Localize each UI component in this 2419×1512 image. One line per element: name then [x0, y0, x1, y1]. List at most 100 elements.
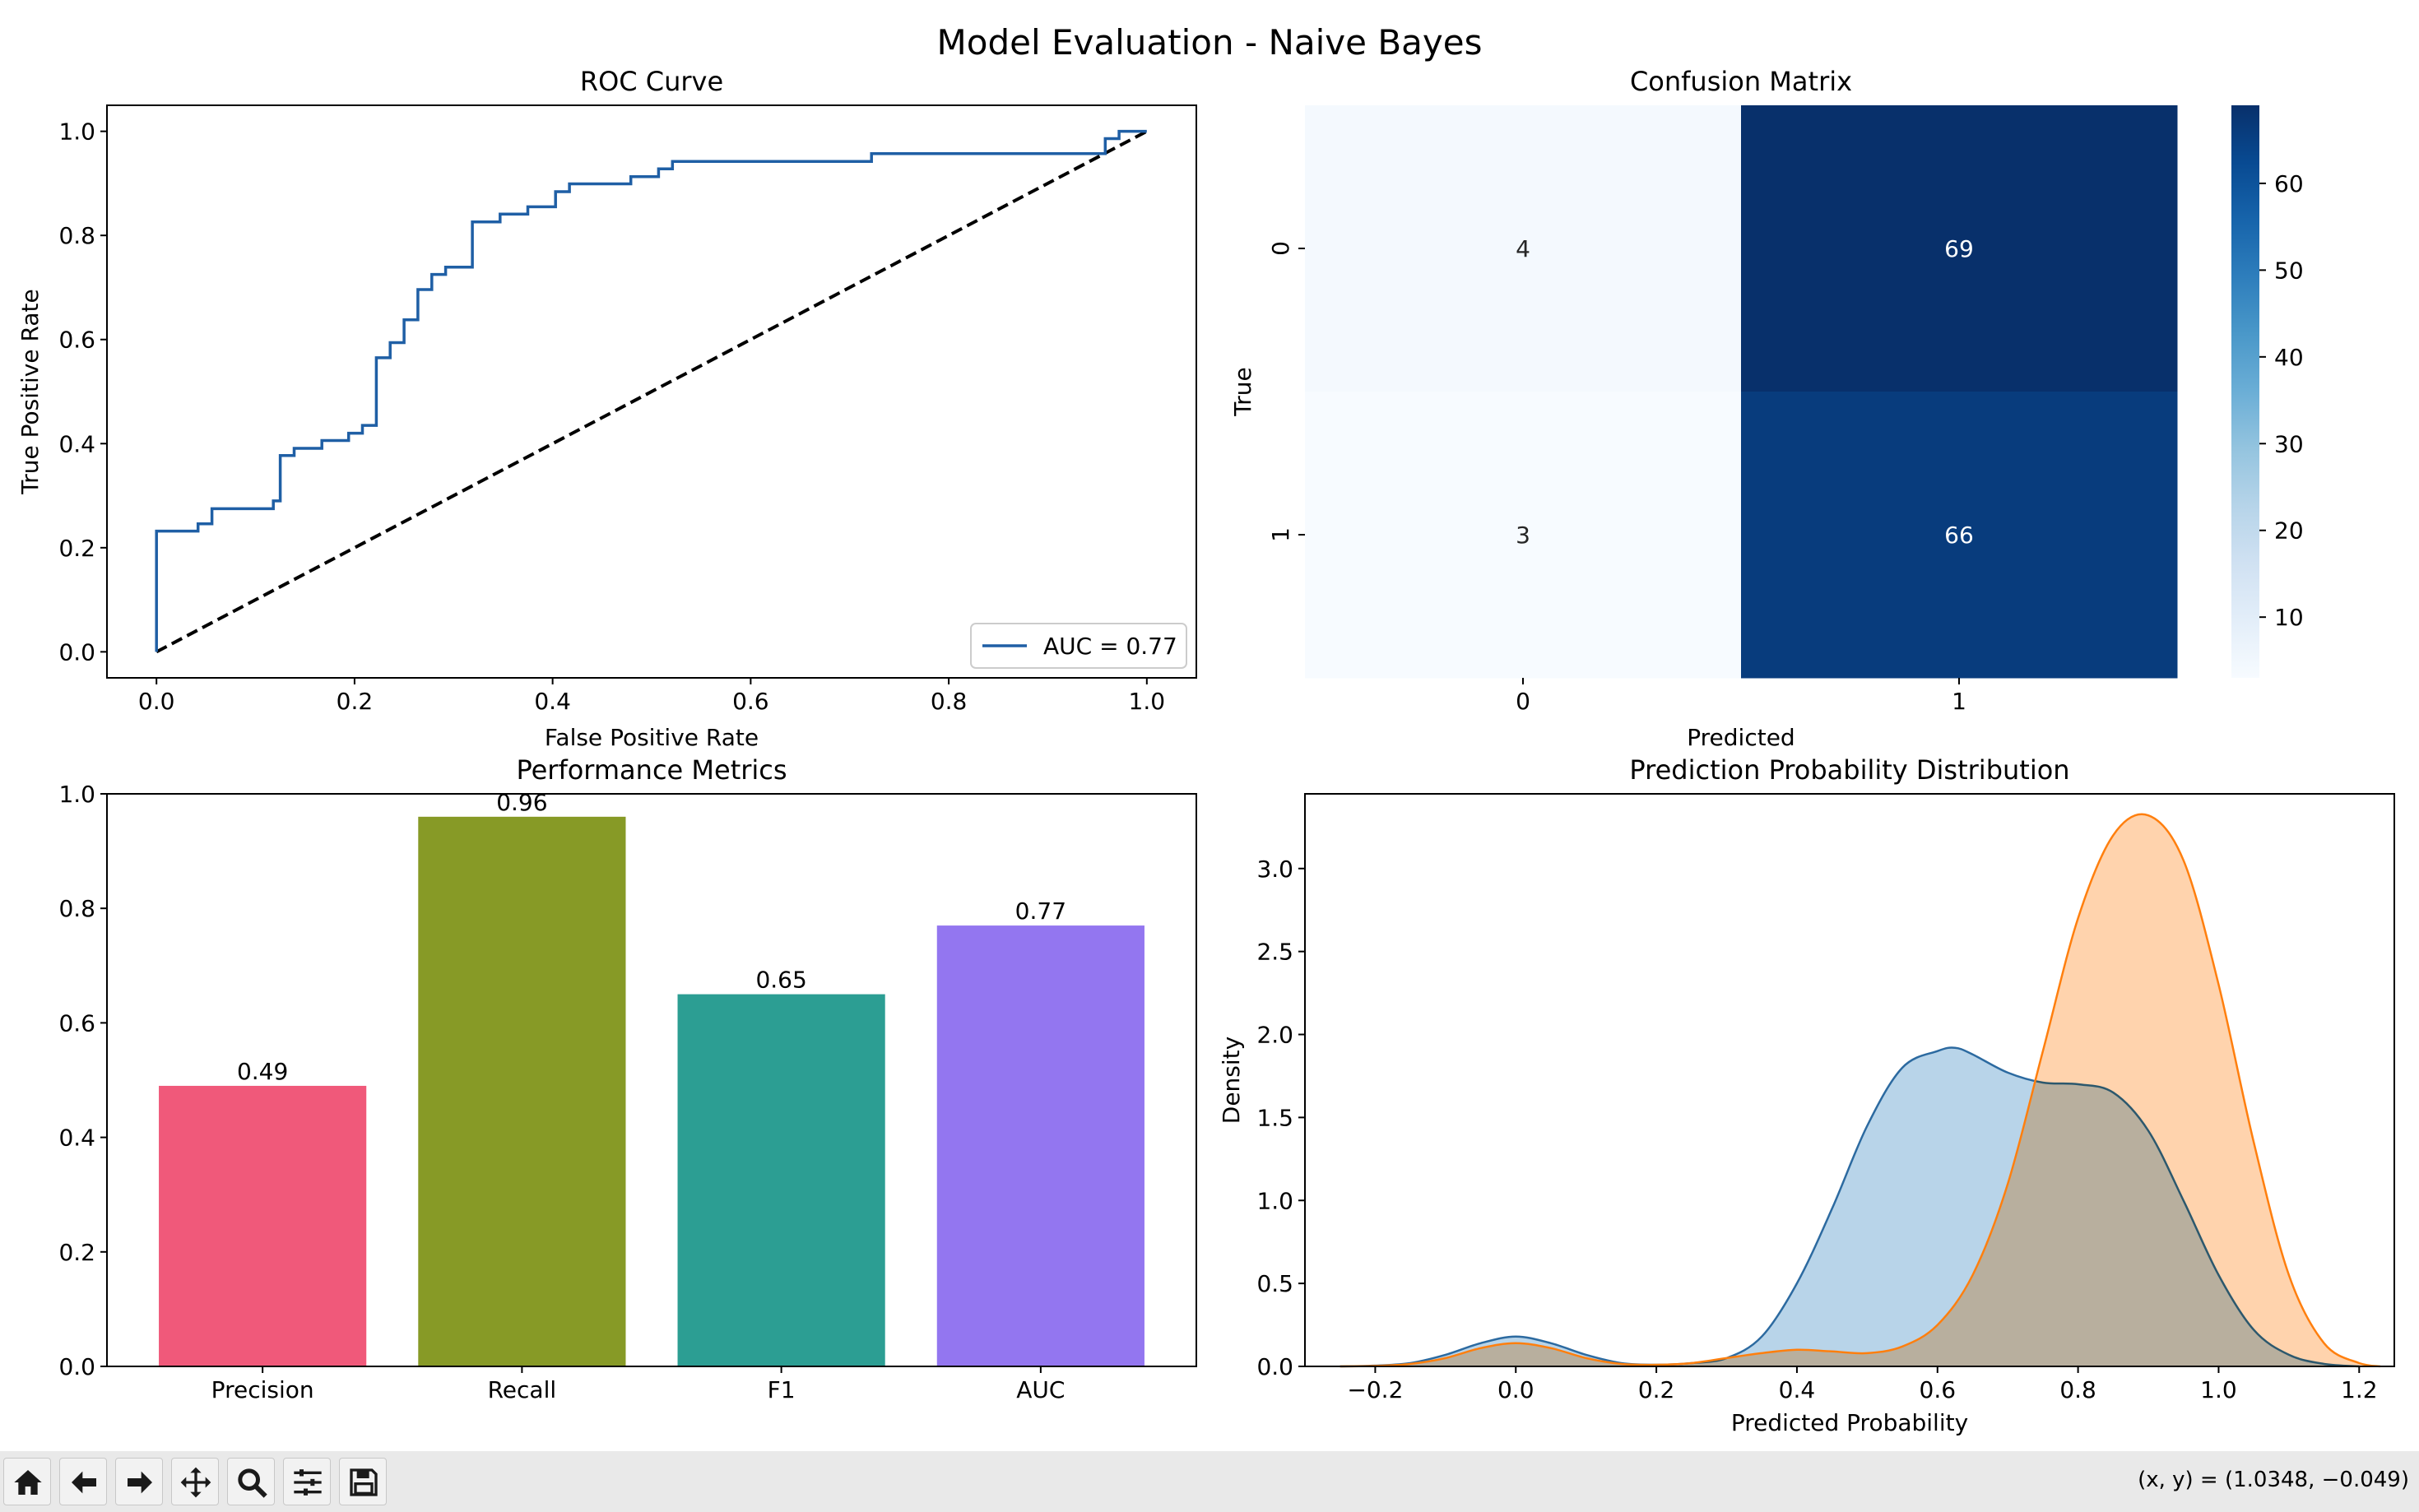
- roc-x-tick-label: 0.6: [732, 688, 769, 715]
- roc-y-tick-label: 0.6: [58, 327, 95, 354]
- save-button[interactable]: [339, 1458, 387, 1505]
- metric-category-label: AUC: [1016, 1376, 1065, 1403]
- roc-axes-frame: [106, 104, 1197, 679]
- zoom-button[interactable]: [227, 1458, 275, 1505]
- metric-bar-value-label: 0.77: [1015, 897, 1066, 925]
- roc-y-tick-label: 1.0: [58, 118, 95, 146]
- forward-button[interactable]: [115, 1458, 163, 1505]
- roc-x-tick-label: 0.0: [138, 688, 175, 715]
- metric-y-tick-label: 0.0: [58, 1353, 95, 1380]
- navigation-toolbar: (x, y) = (1.0348, −0.049): [0, 1451, 2419, 1512]
- confusion-matrix-cell: [1305, 105, 1742, 392]
- colorbar-tick-label: 60: [2274, 170, 2304, 197]
- colorbar: [2231, 105, 2259, 678]
- density-y-tick-label: 2.5: [1256, 939, 1293, 966]
- colorbar-tick-label: 20: [2274, 517, 2304, 545]
- roc-y-tick-label: 0.0: [58, 638, 95, 666]
- metric-y-tick-label: 0.6: [58, 1009, 95, 1037]
- density-y-tick-label: 3.0: [1256, 856, 1293, 883]
- confusion-matrix-cell-value: 4: [1516, 235, 1530, 262]
- roc-y-tick-label: 0.2: [58, 535, 95, 562]
- roc-x-axis-label: False Positive Rate: [545, 724, 759, 751]
- roc-series-line: [155, 129, 1147, 652]
- figure-canvas: Model Evaluation - Naive Bayes ROC Curve…: [16, 22, 2395, 1436]
- colorbar-tick-label: 50: [2274, 257, 2304, 284]
- probability-distribution-title: Prediction Probability Distribution: [1629, 754, 2069, 786]
- confusion-matrix-cell: [1741, 105, 2178, 392]
- roc-curve-panel: ROC Curve 0.0 0.2 0.4 0.6 0.8 1.0 0.0 0.2 0.4 0.6 0…: [16, 66, 1197, 751]
- confusion-matrix-cell: [1741, 392, 2178, 679]
- zoom-icon: [238, 1468, 267, 1498]
- confusion-matrix-x-axis-label: Predicted: [1687, 724, 1795, 751]
- density-x-tick-label: 0.8: [2059, 1376, 2096, 1403]
- density-y-axis-label: Density: [1218, 1037, 1245, 1124]
- density-area-class-1: [1340, 814, 2380, 1366]
- metric-y-tick-label: 0.4: [58, 1125, 95, 1152]
- metric-category-label: Precision: [211, 1376, 314, 1403]
- roc-y-tick-label: 0.4: [58, 430, 95, 457]
- roc-legend-box: [970, 623, 1187, 669]
- pan-icon: [180, 1467, 211, 1498]
- density-y-tick-label: 1.5: [1256, 1104, 1293, 1131]
- pan-button[interactable]: [171, 1458, 219, 1505]
- configure-subplots-icon: [294, 1469, 322, 1496]
- confusion-matrix-title: Confusion Matrix: [1630, 66, 1852, 97]
- metric-category-label: F1: [768, 1376, 796, 1403]
- metric-bar-value-label: 0.65: [755, 967, 806, 994]
- confusion-matrix-x-tick-label: 1: [1952, 688, 1966, 715]
- roc-x-tick-label: 1.0: [1129, 688, 1166, 715]
- home-button[interactable]: [3, 1458, 51, 1505]
- back-button[interactable]: [59, 1458, 107, 1505]
- metric-y-tick-label: 1.0: [58, 781, 95, 808]
- metric-category-label: Recall: [488, 1376, 557, 1403]
- density-x-tick-label: −0.2: [1347, 1376, 1403, 1403]
- roc-title: ROC Curve: [580, 66, 723, 97]
- roc-y-axis-label: True Positive Rate: [16, 289, 44, 494]
- confusion-matrix-cell-value: 69: [1944, 235, 1974, 262]
- home-icon: [14, 1470, 42, 1495]
- density-x-tick-label: 1.2: [2341, 1376, 2378, 1403]
- probability-distribution-panel: Prediction Probability Distribution −0.2 0…: [1218, 754, 2395, 1436]
- confusion-matrix-x-tick-label: 0: [1516, 688, 1530, 715]
- density-y-tick-label: 2.0: [1256, 1022, 1293, 1049]
- roc-y-tick-label: 0.8: [58, 222, 95, 249]
- density-x-tick-label: 1.0: [2200, 1376, 2237, 1403]
- density-x-tick-label: 0.0: [1497, 1376, 1535, 1403]
- metric-y-tick-label: 0.2: [58, 1239, 95, 1266]
- metric-y-tick-label: 0.8: [58, 895, 95, 922]
- performance-metrics-axes-frame: [106, 793, 1197, 1367]
- cursor-coordinates: (x, y) = (1.0348, −0.049): [2138, 1468, 2409, 1492]
- density-line-class-1: [1340, 813, 2381, 1368]
- metric-bar-value-label: 0.49: [237, 1058, 288, 1085]
- probability-distribution-axes-frame: [1304, 793, 2395, 1367]
- confusion-matrix-y-tick-label: 1: [1267, 527, 1294, 542]
- density-x-tick-label: 0.2: [1638, 1376, 1675, 1403]
- roc-x-tick-label: 0.8: [931, 688, 968, 715]
- metric-bar: [677, 994, 885, 1366]
- confusion-matrix-cell-value: 66: [1944, 522, 1974, 549]
- metric-bar: [418, 816, 626, 1366]
- density-x-tick-label: 0.6: [1920, 1376, 1957, 1403]
- roc-chance-line: [156, 129, 1148, 654]
- metric-bar: [936, 925, 1144, 1366]
- colorbar-tick-label: 40: [2274, 344, 2304, 371]
- density-y-tick-label: 0.0: [1256, 1353, 1293, 1380]
- roc-x-tick-label: 0.4: [534, 688, 571, 715]
- roc-x-tick-label: 0.2: [337, 688, 374, 715]
- configure-subplots-button[interactable]: [283, 1458, 331, 1505]
- metric-bar-value-label: 0.96: [496, 789, 547, 816]
- confusion-matrix-cell: [1305, 392, 1742, 679]
- back-icon: [72, 1471, 96, 1494]
- density-x-axis-label: Predicted Probability: [1731, 1409, 1968, 1436]
- confusion-matrix-y-tick-label: 0: [1267, 241, 1294, 256]
- confusion-matrix-y-axis-label: True: [1229, 367, 1256, 416]
- density-y-tick-label: 0.5: [1256, 1270, 1293, 1297]
- performance-metrics-panel: Performance Metrics 0.49 Precision 0.96 Reca…: [58, 754, 1197, 1403]
- performance-metrics-title: Performance Metrics: [516, 754, 787, 786]
- metric-bar: [159, 1085, 367, 1366]
- density-y-tick-label: 1.0: [1256, 1187, 1293, 1214]
- confusion-matrix-cell-value: 3: [1516, 522, 1530, 549]
- forward-icon: [128, 1471, 152, 1494]
- save-icon: [350, 1468, 378, 1496]
